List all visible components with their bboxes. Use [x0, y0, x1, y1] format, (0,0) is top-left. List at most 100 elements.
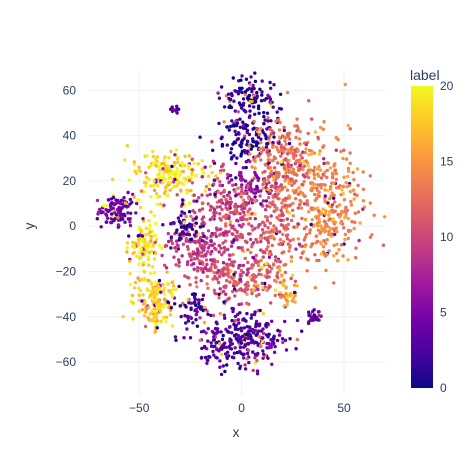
data-point — [278, 291, 282, 295]
data-point — [218, 227, 222, 232]
data-point — [185, 232, 189, 236]
data-point — [128, 272, 132, 276]
data-point — [237, 334, 241, 338]
data-point — [205, 309, 209, 313]
data-point — [194, 307, 198, 312]
data-point — [221, 241, 225, 245]
data-point — [185, 245, 190, 249]
data-point — [296, 222, 300, 226]
colorbar-tick-label: 10 — [440, 230, 454, 244]
data-point — [199, 356, 204, 360]
data-point — [96, 210, 101, 214]
data-point — [175, 166, 179, 171]
data-point — [214, 226, 219, 230]
data-point — [338, 184, 342, 188]
data-point — [256, 104, 261, 108]
data-point — [155, 319, 159, 323]
data-point — [179, 213, 183, 218]
data-point — [227, 128, 231, 132]
data-point — [125, 250, 129, 254]
data-point — [221, 215, 226, 219]
data-point — [268, 221, 272, 225]
data-point — [239, 184, 243, 189]
data-point — [224, 206, 228, 210]
data-point — [143, 233, 148, 237]
data-point — [332, 281, 336, 285]
data-point — [303, 150, 307, 155]
data-point — [248, 336, 252, 340]
data-point — [256, 135, 261, 139]
data-point — [213, 246, 217, 250]
data-point — [242, 317, 246, 321]
data-point — [254, 144, 259, 148]
data-point — [190, 181, 195, 185]
data-point — [225, 278, 229, 283]
data-point — [229, 269, 233, 273]
data-point — [239, 338, 243, 343]
y-axis-title: y — [21, 223, 37, 230]
data-point — [273, 255, 278, 259]
data-point — [289, 276, 293, 281]
y-tick-label: 20 — [63, 174, 77, 188]
data-point — [228, 202, 233, 206]
data-point — [274, 181, 278, 186]
data-point — [289, 177, 293, 181]
data-point — [138, 205, 143, 210]
data-point — [239, 326, 243, 330]
data-point — [196, 162, 200, 166]
data-point — [247, 232, 251, 236]
data-point — [174, 263, 178, 267]
data-point — [259, 239, 263, 244]
data-point — [222, 266, 226, 270]
y-tick-label: 40 — [63, 129, 77, 143]
data-point — [222, 120, 226, 124]
data-point — [284, 196, 288, 200]
data-point — [184, 179, 188, 183]
data-point — [178, 304, 182, 308]
data-point — [198, 209, 202, 213]
data-point — [211, 233, 215, 237]
data-point — [348, 127, 352, 131]
colorbar-tick-label: 15 — [440, 155, 454, 169]
data-point — [187, 166, 191, 171]
data-point — [116, 216, 120, 220]
data-point — [155, 155, 160, 159]
data-point — [238, 86, 242, 91]
data-point — [135, 201, 139, 206]
data-point — [243, 190, 247, 195]
data-point — [284, 226, 288, 230]
data-point — [245, 139, 250, 144]
colorbar-tick-label: 5 — [440, 306, 447, 320]
data-point — [121, 315, 125, 319]
data-point — [135, 254, 139, 258]
data-point — [246, 341, 250, 346]
data-point — [315, 239, 320, 243]
data-point — [266, 175, 271, 179]
data-point — [305, 201, 309, 205]
data-point — [207, 354, 211, 359]
data-point — [216, 268, 221, 273]
data-point — [218, 311, 222, 316]
data-point — [328, 197, 332, 201]
data-point — [268, 205, 272, 209]
data-point — [275, 147, 280, 152]
data-point — [239, 106, 244, 110]
data-point — [202, 170, 206, 175]
data-point — [250, 313, 254, 317]
data-point — [305, 161, 310, 165]
data-point — [233, 319, 237, 323]
data-point — [221, 261, 226, 265]
data-point — [283, 185, 287, 189]
data-point — [218, 212, 222, 216]
data-point — [261, 255, 265, 259]
data-point — [256, 283, 260, 288]
data-point — [292, 171, 296, 176]
data-point — [172, 184, 176, 188]
data-point — [258, 335, 262, 339]
data-point — [285, 237, 290, 241]
data-point — [312, 151, 317, 155]
data-point — [276, 118, 281, 122]
data-point — [192, 295, 197, 299]
data-point — [294, 189, 298, 194]
